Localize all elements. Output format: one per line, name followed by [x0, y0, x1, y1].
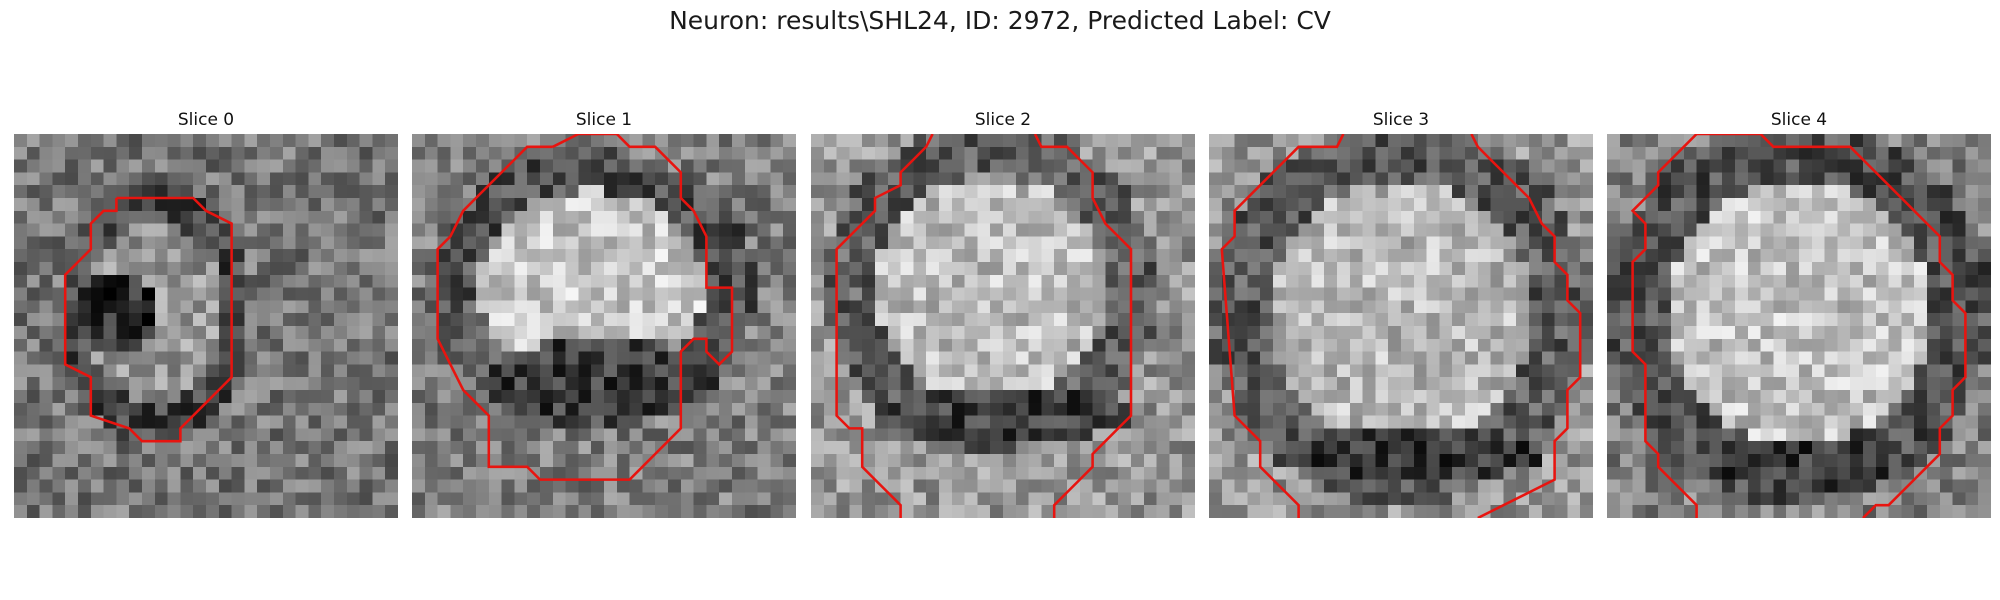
slice-image-4 [1607, 134, 1991, 518]
slice-title-3: Slice 3 [1372, 110, 1430, 130]
contour-0 [63, 196, 233, 443]
slice-title-0: Slice 0 [177, 110, 235, 130]
slice-title-4: Slice 4 [1770, 110, 1828, 130]
slice-title-2: Slice 2 [974, 110, 1032, 130]
slice-panel-0: Slice 0 [14, 108, 398, 518]
slice-image-2 [811, 134, 1195, 518]
slice-panel-3: Slice 3 [1209, 108, 1593, 518]
slice-panel-2: Slice 2 [811, 108, 1195, 518]
slice-image-0 [14, 134, 398, 518]
figure-title: Neuron: results\SHL24, ID: 2972, Predict… [669, 6, 1331, 35]
slice-image-3 [1209, 134, 1593, 518]
contour-3-left [1220, 134, 1345, 518]
contour-3-right [1470, 134, 1582, 518]
slice-title-1: Slice 1 [575, 110, 633, 130]
contour-4 [1630, 134, 1967, 518]
contour-1 [436, 134, 734, 481]
slice-image-1 [412, 134, 796, 518]
contour-2-right [1033, 134, 1133, 518]
slice-panel-4: Slice 4 [1607, 108, 1991, 518]
slice-panel-1: Slice 1 [412, 108, 796, 518]
contour-2-left [835, 134, 934, 518]
